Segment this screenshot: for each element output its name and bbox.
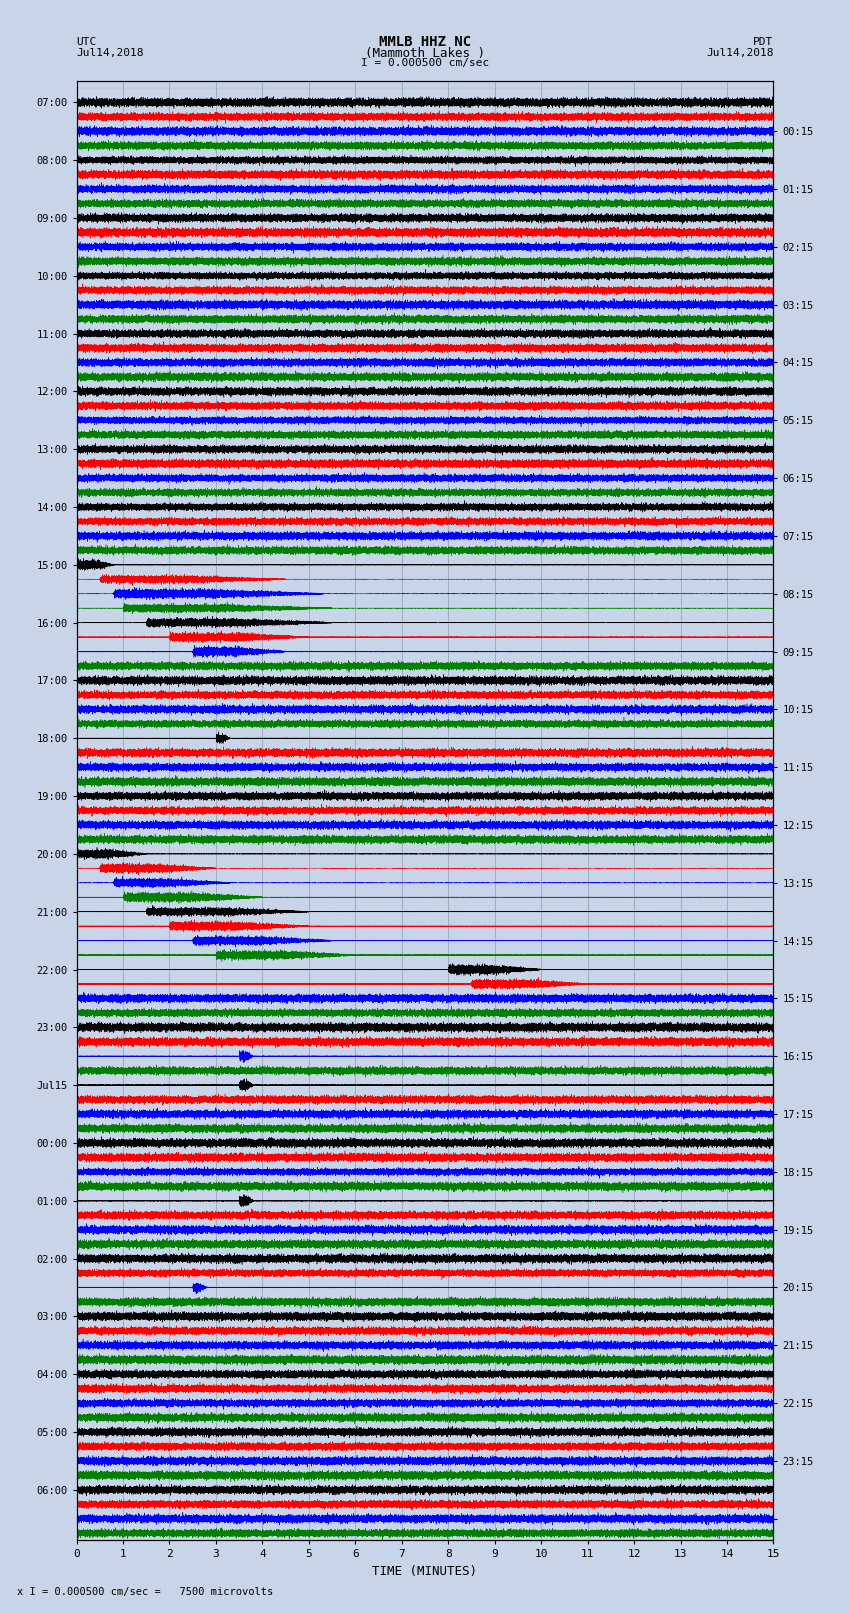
X-axis label: TIME (MINUTES): TIME (MINUTES) (372, 1565, 478, 1578)
Text: MMLB HHZ NC: MMLB HHZ NC (379, 35, 471, 50)
Text: I = 0.000500 cm/sec: I = 0.000500 cm/sec (361, 58, 489, 68)
Text: x I = 0.000500 cm/sec =   7500 microvolts: x I = 0.000500 cm/sec = 7500 microvolts (17, 1587, 273, 1597)
Text: Jul14,2018: Jul14,2018 (706, 48, 774, 58)
Text: UTC: UTC (76, 37, 97, 47)
Text: PDT: PDT (753, 37, 774, 47)
Text: Jul14,2018: Jul14,2018 (76, 48, 144, 58)
Text: (Mammoth Lakes ): (Mammoth Lakes ) (365, 47, 485, 60)
